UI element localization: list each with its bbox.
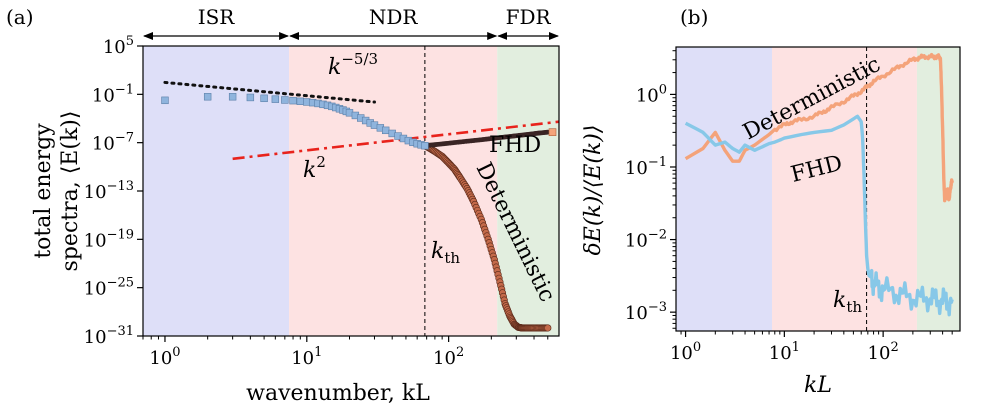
region-label-ndr: NDR bbox=[369, 5, 419, 29]
fhd-square-point bbox=[281, 96, 289, 104]
panel-b-region-bands bbox=[676, 47, 960, 331]
panel-b-y-label: δE(k)/⟨E(k)⟩ bbox=[581, 125, 606, 256]
region-band-fdr bbox=[497, 46, 559, 336]
y-tick-label: 10−1 bbox=[625, 155, 667, 179]
region-band-isr bbox=[676, 47, 773, 331]
annotation-k-th: kth bbox=[431, 239, 460, 267]
fhd-square-point bbox=[296, 97, 305, 105]
x-tick-label: 102 bbox=[433, 345, 464, 369]
annotation-fhd: FHD bbox=[489, 133, 541, 158]
panel-b-y-ticks: 10−3 10−2 10−1 100 bbox=[625, 50, 676, 329]
panel-a-region-arrows: ISR NDR FDR bbox=[143, 5, 559, 40]
y-tick-label: 10−13 bbox=[84, 179, 134, 203]
y-tick-label: 100 bbox=[636, 82, 667, 106]
panel-a: (a) ISR NDR FDR 100 101 102 105 10−1 10−7 10−13… bbox=[6, 5, 560, 406]
series-line-fhd bbox=[684, 114, 954, 317]
panel-a-data bbox=[161, 46, 559, 336]
x-tick-label: 100 bbox=[149, 345, 180, 369]
reference-line-k-squared bbox=[232, 120, 559, 161]
panel-b-label: (b) bbox=[680, 5, 708, 29]
panel-a-label: (a) bbox=[6, 5, 34, 29]
fhd-square-point bbox=[260, 94, 268, 103]
region-label-isr: ISR bbox=[198, 5, 236, 29]
panel-b-data bbox=[684, 47, 954, 331]
x-tick-label: 101 bbox=[769, 340, 800, 364]
region-label-fdr: FDR bbox=[506, 5, 552, 29]
panel-b: (b) 100 101 102 10−3 10−2 10−1 100 kL δE(k)/⟨… bbox=[581, 5, 961, 398]
panel-a-x-ticks: 100 101 102 bbox=[142, 336, 549, 369]
fhd-square-point bbox=[421, 142, 429, 150]
panel-a-region-bands bbox=[143, 46, 559, 336]
y-tick-label: 10−1 bbox=[92, 82, 134, 106]
y-tick-label: 105 bbox=[103, 34, 134, 58]
panel-b-x-ticks: 100 101 102 bbox=[670, 331, 953, 364]
region-band-isr bbox=[143, 46, 290, 336]
region-band-fdr bbox=[916, 47, 960, 331]
region-band-ndr bbox=[289, 46, 498, 336]
y-tick-label: 10−7 bbox=[92, 131, 134, 155]
annotation-k-minus-5-3: k−5/3 bbox=[328, 50, 378, 80]
y-tick-label: 10−3 bbox=[625, 300, 667, 324]
fhd-square-point bbox=[228, 93, 237, 101]
x-tick-label: 101 bbox=[291, 345, 322, 369]
fhd-square-point bbox=[246, 93, 255, 102]
region-band-ndr bbox=[772, 47, 917, 331]
fhd-square-point bbox=[161, 96, 169, 105]
x-tick-label: 100 bbox=[670, 340, 701, 364]
y-tick-label: 10−2 bbox=[625, 228, 667, 252]
fhd-square-point bbox=[289, 96, 297, 105]
series-line-deterministic bbox=[684, 52, 954, 203]
annotation-k-squared: k2 bbox=[303, 153, 326, 183]
x-tick-label: 102 bbox=[868, 340, 899, 364]
fhd-end-point bbox=[548, 128, 557, 136]
fhd-square-point bbox=[203, 93, 212, 101]
panel-a-x-label: wavenumber, kL bbox=[246, 381, 430, 406]
panel-b-x-label: kL bbox=[804, 373, 832, 398]
annotation-b-k-th: kth bbox=[833, 288, 862, 316]
deterministic-point bbox=[544, 324, 552, 332]
y-tick-label: 10−31 bbox=[84, 324, 134, 348]
y-tick-label: 10−25 bbox=[84, 276, 134, 300]
fhd-square-point bbox=[271, 95, 280, 103]
panel-a-y-label-line2: spectra, ⟨E(k)⟩ bbox=[58, 111, 83, 272]
panel-a-y-ticks: 105 10−1 10−7 10−13 10−19 10−25 10−31 bbox=[84, 34, 143, 348]
y-tick-label: 10−19 bbox=[84, 227, 134, 251]
panel-a-y-label-line1: total energy bbox=[31, 123, 56, 259]
reference-line-k-minus-5-3 bbox=[163, 80, 376, 104]
fhd-square-point bbox=[382, 126, 390, 135]
